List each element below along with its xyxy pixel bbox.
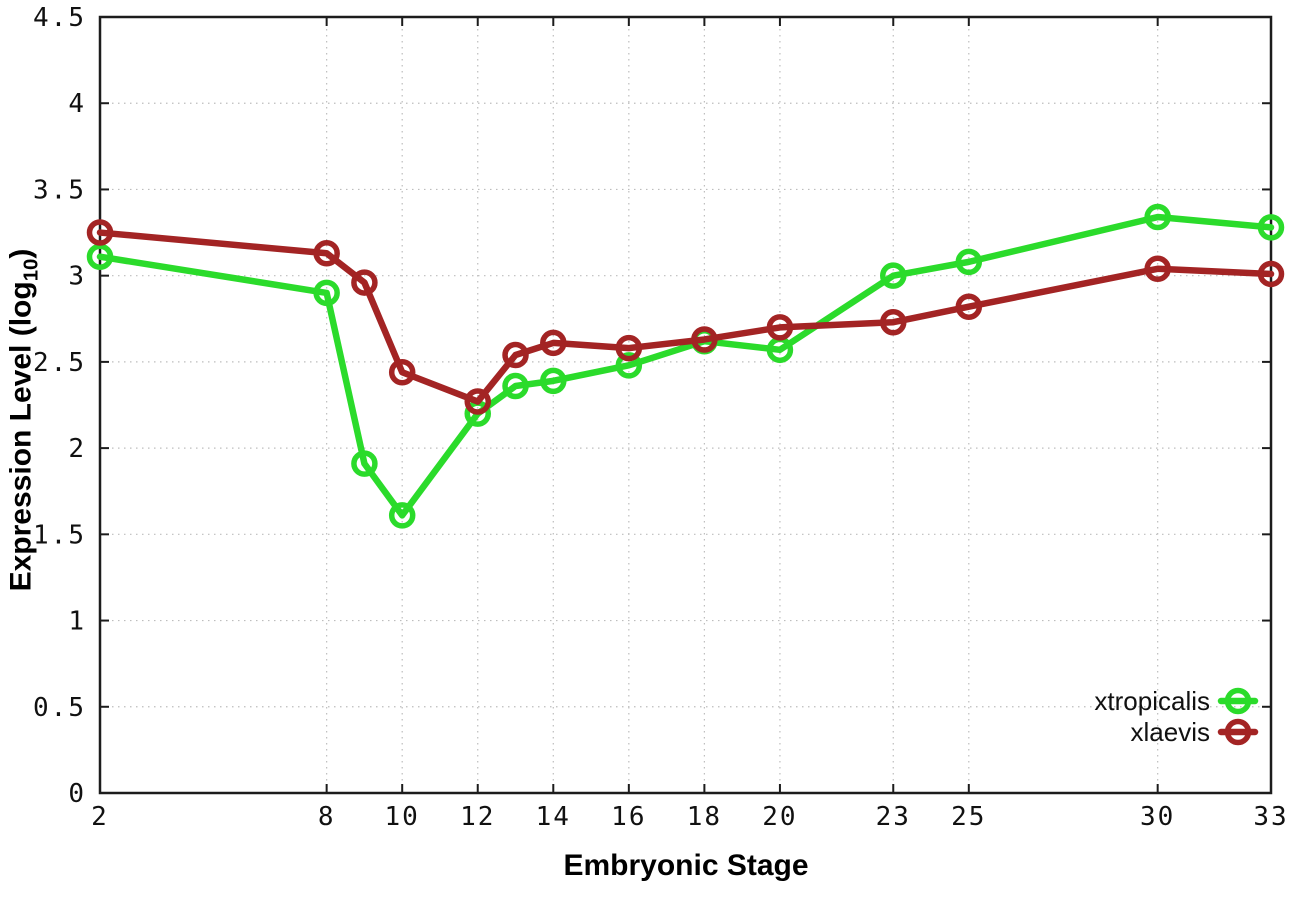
- y-axis-title-close: ): [4, 248, 38, 259]
- data-point-xtropicalis: [540, 367, 567, 395]
- y-tick-label: 2.5: [33, 348, 86, 378]
- data-point-xtropicalis: [351, 450, 378, 477]
- data-point-xlaevis: [313, 239, 340, 267]
- data-point-xtropicalis: [955, 248, 983, 276]
- data-point-xtropicalis: [1257, 214, 1285, 241]
- y-tick-label: 4: [68, 89, 86, 119]
- y-tick-label: 2: [68, 434, 86, 464]
- x-tick-label: 8: [318, 802, 336, 832]
- data-point-xtropicalis: [388, 502, 416, 529]
- data-point-xlaevis: [766, 314, 794, 341]
- x-tick-label: 2: [91, 802, 109, 832]
- data-point-xlaevis: [540, 329, 567, 357]
- y-tick-label: 3: [68, 262, 86, 292]
- y-tick-label: 3.5: [33, 175, 86, 205]
- y-axis-title: Expression Level (log10): [5, 249, 44, 592]
- x-tick-label: 30: [1140, 802, 1175, 832]
- data-point-xtropicalis: [1144, 203, 1171, 231]
- data-point-xlaevis: [502, 341, 529, 369]
- plot-border: [98, 15, 1273, 795]
- x-tick-label: 18: [687, 802, 722, 832]
- data-point-xlaevis: [955, 293, 983, 320]
- data-point-xlaevis: [1257, 260, 1285, 288]
- data-point-xtropicalis: [313, 279, 340, 307]
- legend-label-xtropicalis: xtropicalis: [1094, 686, 1210, 716]
- series-line-xtropicalis: [96, 213, 1275, 519]
- y-axis-title-text: Expression Level (log: [4, 281, 38, 592]
- y-tick-label: 1.5: [33, 520, 86, 550]
- data-point-xtropicalis: [86, 243, 114, 270]
- x-tick-label: 12: [460, 802, 495, 832]
- data-point-xlaevis: [880, 308, 907, 336]
- data-point-xlaevis: [86, 219, 114, 246]
- y-tick-label: 1: [68, 607, 86, 637]
- data-point-xtropicalis: [615, 352, 643, 379]
- x-tick-label: 10: [385, 802, 420, 832]
- series-line-xlaevis: [96, 229, 1275, 405]
- y-axis-title-subscript: 10: [20, 258, 43, 282]
- data-point-xtropicalis: [502, 372, 529, 400]
- x-tick-label: 16: [611, 802, 646, 832]
- x-tick-label: 20: [762, 802, 797, 832]
- legend-marker-xtropicalis: [1224, 687, 1252, 715]
- y-tick-label: 0.5: [33, 693, 86, 723]
- x-axis-title: Embryonic Stage: [563, 849, 809, 882]
- data-point-xlaevis: [351, 269, 378, 296]
- y-tick-label: 0: [68, 779, 86, 809]
- data-point-xtropicalis: [880, 262, 907, 289]
- data-point-xlaevis: [1144, 255, 1171, 283]
- legend-label-xlaevis: xlaevis: [1131, 717, 1210, 747]
- y-tick-label: 4.5: [33, 3, 86, 33]
- data-point-xlaevis: [388, 358, 416, 386]
- x-tick-label: 23: [876, 802, 911, 832]
- data-point-xlaevis: [464, 388, 491, 415]
- x-tick-label: 33: [1253, 802, 1288, 832]
- x-tick-label: 14: [536, 802, 571, 832]
- data-point-xlaevis: [691, 326, 718, 353]
- data-point-xlaevis: [615, 334, 643, 362]
- x-tick-label: 25: [951, 802, 986, 832]
- legend-marker-xlaevis: [1224, 718, 1252, 746]
